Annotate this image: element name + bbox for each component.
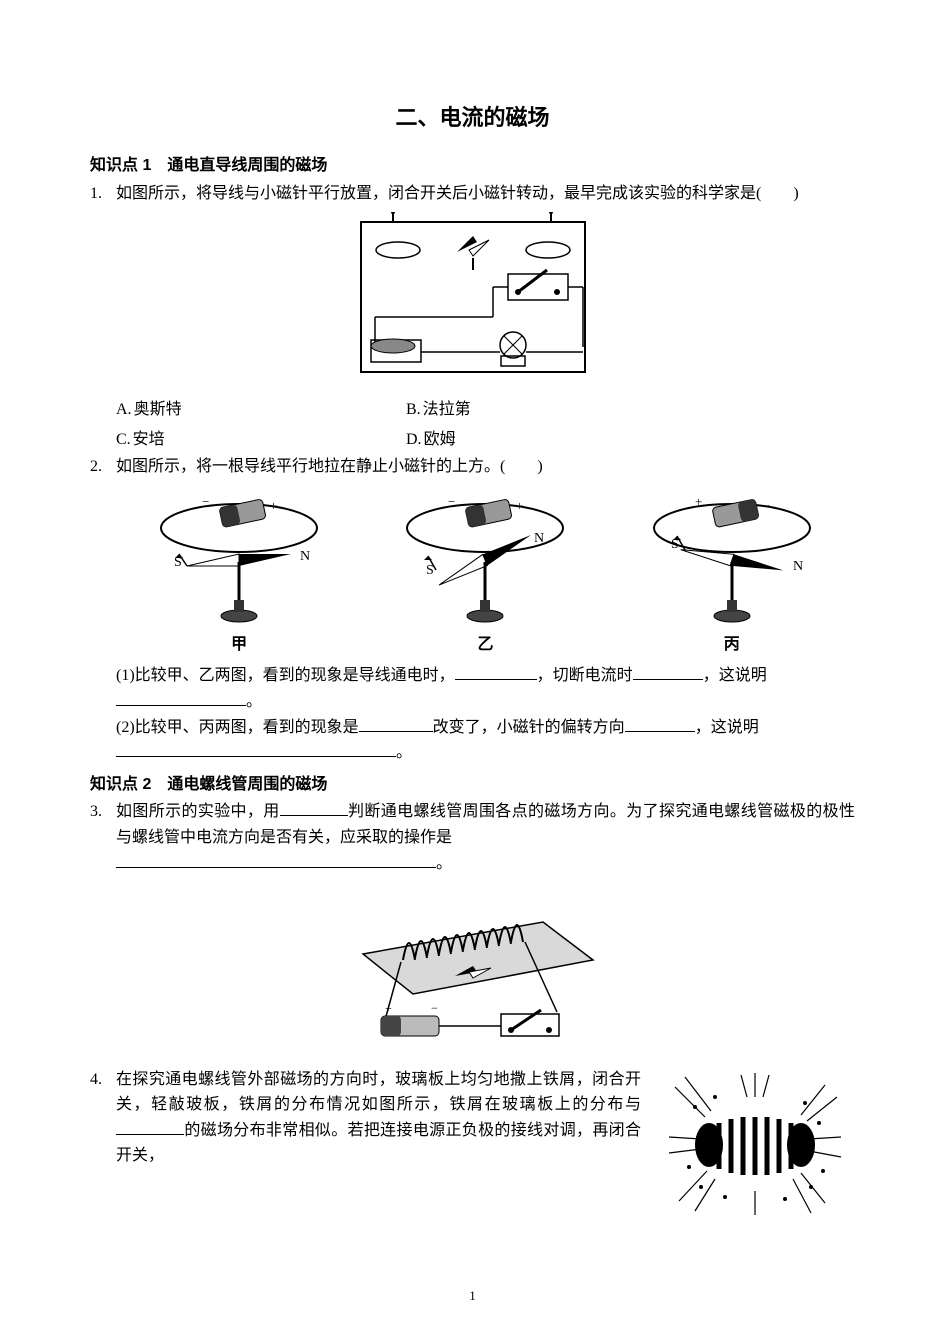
opt-b: 法拉第: [423, 397, 471, 423]
svg-text:+: +: [270, 498, 277, 513]
q3-num: 3.: [90, 799, 116, 825]
q4-ta: 在探究通电螺线管外部磁场的方向时，玻璃板上均匀地撒上铁屑，闭合开关，轻敲玻板，铁…: [116, 1071, 641, 1114]
q3-figure: + −: [90, 882, 855, 1061]
q2-p1c: ，这说明: [703, 667, 767, 684]
q4-num: 4.: [90, 1067, 116, 1093]
cap-yi: 乙: [395, 632, 575, 658]
q1-figure: [90, 212, 855, 391]
q1-options: A.奥斯特 B.法拉第 C.安培 D.欧姆: [90, 397, 855, 452]
svg-text:+: +: [695, 494, 702, 509]
q2-text: 如图所示，将一根导线平行地拉在静止小磁针的上方。( ): [116, 458, 543, 475]
opt-b-label: B.: [406, 397, 423, 423]
question-2: 2. 如图所示，将一根导线平行地拉在静止小磁针的上方。( ): [90, 454, 855, 480]
q2-p2b: 改变了，小磁针的偏转方向: [433, 719, 625, 736]
opt-c: 安培: [133, 427, 165, 453]
q2-p1a: (1)比较甲、乙两图，看到的现象是导线通电时，: [116, 667, 455, 684]
q2-part2: (2)比较甲、丙两图，看到的现象是 改变了，小磁针的偏转方向 ，这说明。: [90, 715, 855, 766]
q3-tc: 。: [436, 855, 452, 872]
q1-num: 1.: [90, 181, 116, 207]
blank: [116, 1119, 184, 1135]
q1-text: 如图所示，将导线与小磁针平行放置，闭合开关后小磁针转动，最早完成该实验的科学家是…: [116, 185, 799, 202]
fig-jia: − + S N: [144, 490, 334, 630]
svg-text:−: −: [448, 494, 455, 509]
svg-text:N: N: [534, 531, 544, 546]
q2-p2d: 。: [396, 744, 412, 761]
q2-captions: 甲 乙 丙: [90, 632, 855, 658]
svg-text:−: −: [202, 494, 209, 509]
q2-p1d: 。: [246, 693, 262, 710]
q2-p1b: ，切断电流时: [537, 667, 633, 684]
cap-jia: 甲: [149, 632, 329, 658]
svg-text:+: +: [385, 1001, 392, 1015]
page-number: 1: [0, 1286, 945, 1307]
cap-bing: 丙: [642, 632, 822, 658]
page-title: 二、电流的磁场: [90, 100, 855, 135]
q4-figure: [655, 1067, 855, 1226]
q2-figure: − + S N − + S N: [90, 490, 855, 630]
opt-a-label: A.: [116, 397, 134, 423]
blank: [633, 664, 703, 680]
q2-part1: (1)比较甲、乙两图，看到的现象是导线通电时， ，切断电流时 ，这说明。: [90, 663, 855, 714]
kpoint-1-heading: 知识点 1 通电直导线周围的磁场: [90, 153, 855, 179]
blank: [280, 800, 348, 816]
q2-num: 2.: [90, 454, 116, 480]
blank: [625, 716, 695, 732]
blank: [116, 741, 396, 757]
opt-a: 奥斯特: [134, 397, 182, 423]
opt-c-label: C.: [116, 427, 133, 453]
opt-d-label: D.: [406, 427, 424, 453]
fig-bing: + − S N: [637, 490, 827, 630]
svg-text:N: N: [793, 559, 803, 574]
q4-tb: 的磁场分布非常相似。若把连接电源正负极的接线对调，再闭合开关，: [116, 1122, 641, 1165]
blank: [116, 690, 246, 706]
opt-d: 欧姆: [424, 427, 456, 453]
svg-text:−: −: [431, 1001, 438, 1015]
kpoint-2-heading: 知识点 2 通电螺线管周围的磁场: [90, 772, 855, 798]
question-1: 1. 如图所示，将导线与小磁针平行放置，闭合开关后小磁针转动，最早完成该实验的科…: [90, 181, 855, 207]
svg-text:N: N: [300, 549, 310, 564]
blank: [359, 716, 433, 732]
blank: [116, 852, 436, 868]
svg-text:+: +: [516, 498, 523, 513]
question-3: 3. 如图所示的实验中，用判断通电螺线管周围各点的磁场方向。为了探究通电螺线管磁…: [90, 799, 855, 876]
q3-ta: 如图所示的实验中，用: [116, 803, 280, 820]
fig-yi: − + S N: [390, 490, 580, 630]
blank: [455, 664, 537, 680]
q2-p2c: ，这说明: [695, 719, 759, 736]
question-4: 4. 在探究通电螺线管外部磁场的方向时，玻璃板上均匀地撒上铁屑，闭合开关，轻敲玻…: [90, 1067, 855, 1226]
q2-p2a: (2)比较甲、丙两图，看到的现象是: [116, 719, 359, 736]
svg-text:−: −: [763, 498, 770, 513]
